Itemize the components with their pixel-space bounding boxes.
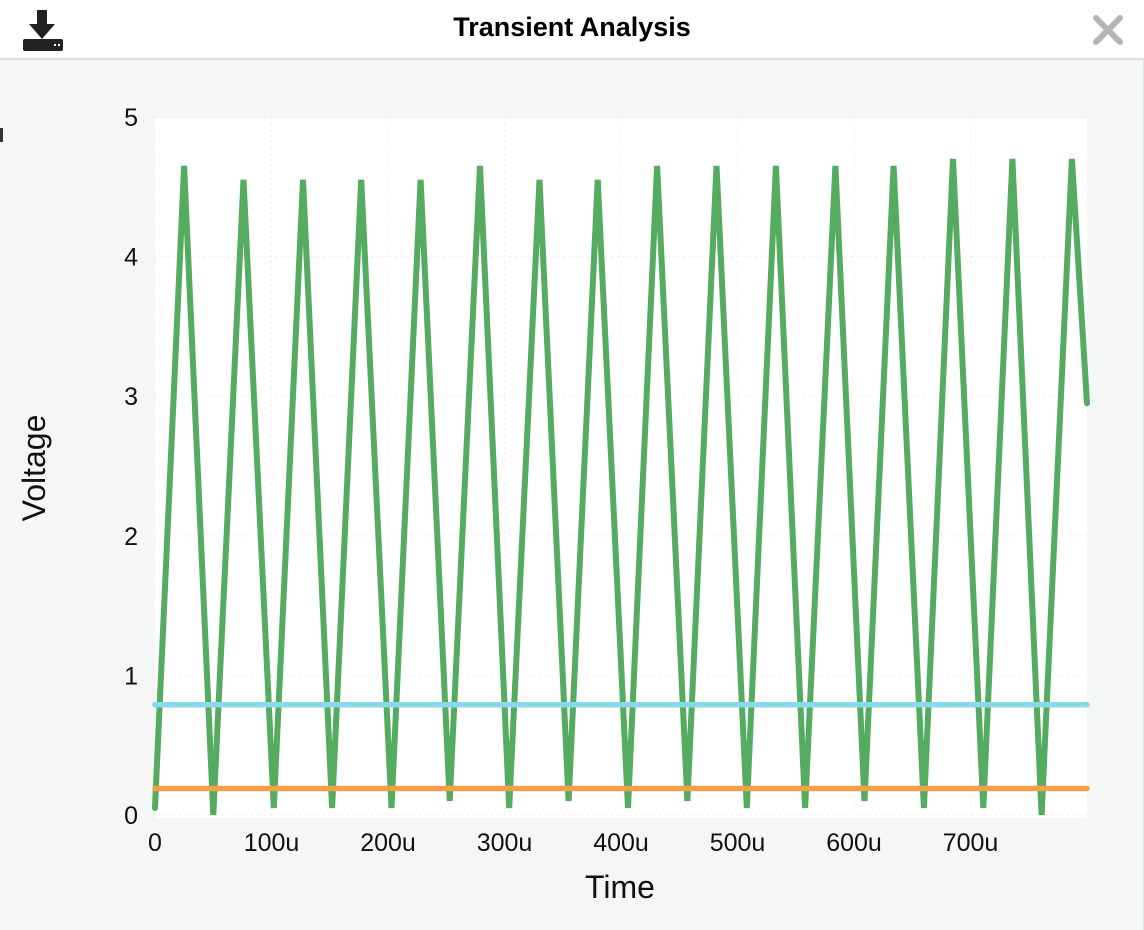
y-ticks: 0 1 2 3 4 5 xyxy=(124,104,138,830)
x-ticks: 0 100u 200u 300u 400u 500u 600u 700u xyxy=(148,829,998,857)
y-axis-label: Voltage xyxy=(16,415,52,522)
series-line-sawtooth xyxy=(152,158,1090,816)
x-tick-label: 400u xyxy=(593,829,649,857)
x-tick-label: 500u xyxy=(710,829,766,857)
close-button[interactable] xyxy=(1090,12,1126,48)
y-tick-label: 0 xyxy=(124,802,138,830)
y-tick-label: 4 xyxy=(124,244,138,272)
y-tick-label: 5 xyxy=(124,104,138,132)
window-title: Transient Analysis xyxy=(453,12,691,42)
close-icon xyxy=(1093,15,1123,45)
window-edge-mark xyxy=(0,128,3,142)
x-tick-label: 300u xyxy=(477,829,533,857)
x-tick-label: 0 xyxy=(148,829,162,857)
transient-chart[interactable]: 0 100u 200u 300u 400u 500u 600u 700u 0 1 2 3 4 5 Tim… xyxy=(0,60,1144,930)
download-button[interactable] xyxy=(20,8,66,54)
title-bar: Transient Analysis xyxy=(0,0,1144,60)
grid xyxy=(154,116,1087,816)
y-tick-label: 1 xyxy=(124,662,138,690)
download-icon xyxy=(23,10,63,51)
x-tick-label: 100u xyxy=(244,829,300,857)
x-tick-label: 700u xyxy=(943,829,999,857)
x-axis-label: Time xyxy=(585,869,655,905)
x-tick-label: 200u xyxy=(360,829,416,857)
series-layer xyxy=(152,158,1090,816)
y-tick-label: 2 xyxy=(124,523,138,551)
x-tick-label: 600u xyxy=(826,829,882,857)
y-tick-label: 3 xyxy=(124,383,138,411)
